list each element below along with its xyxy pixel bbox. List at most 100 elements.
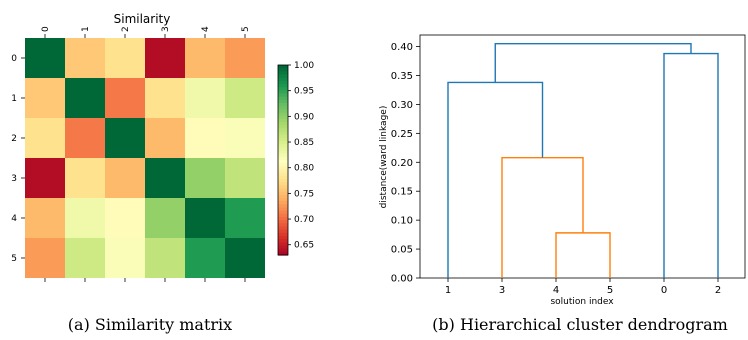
colorbar-outline bbox=[277, 64, 289, 256]
colorbar-tick-label: 0.65 bbox=[294, 241, 314, 251]
dendrogram-ytick-label: 0.15 bbox=[391, 187, 413, 198]
heatmap-col-label: 2 bbox=[121, 26, 131, 32]
heatmap-row-label: 1 bbox=[11, 94, 17, 104]
colorbar-tick-label: 0.75 bbox=[294, 189, 314, 199]
colorbar-tick-label: 0.80 bbox=[294, 164, 314, 174]
heatmap-cell-0-5 bbox=[225, 38, 265, 78]
heatmap-cell-2-3 bbox=[145, 118, 185, 158]
colorbar-strip bbox=[278, 71, 288, 76]
dendrogram-ylabel: distance(ward linkage) bbox=[379, 106, 389, 209]
heatmap-cell-1-1 bbox=[65, 78, 105, 118]
heatmap-cell-0-3 bbox=[145, 38, 185, 78]
similarity-heatmap: Similarity 0 1 2 3 4 5 0 1 2 3 4 5 1.00 0.95 0.90 0.85… bbox=[11, 12, 314, 334]
colorbar: 1.00 0.95 0.90 0.85 0.80 0.75 0.70 0.65 bbox=[277, 61, 314, 256]
colorbar-strip bbox=[278, 198, 288, 202]
heatmap-cell-2-5 bbox=[225, 118, 265, 158]
heatmap-col-label: 1 bbox=[81, 26, 91, 32]
heatmap-cell-5-1 bbox=[65, 238, 105, 278]
heatmap-col-label: 0 bbox=[41, 26, 51, 32]
colorbar-strip bbox=[278, 217, 288, 221]
colorbar-strip bbox=[278, 84, 288, 88]
colorbar-strip bbox=[278, 68, 288, 72]
dendrogram-ytick-label: 0.10 bbox=[391, 216, 413, 227]
heatmap-title: Similarity bbox=[114, 12, 171, 26]
colorbar-strip bbox=[278, 77, 288, 82]
colorbar-strip bbox=[278, 175, 288, 180]
heatmap-row-label: 0 bbox=[11, 54, 17, 64]
colorbar-strip bbox=[278, 109, 288, 114]
colorbar-tick-label: 0.70 bbox=[294, 215, 314, 225]
heatmap-cell-1-2 bbox=[105, 78, 145, 118]
dendrogram-frame bbox=[419, 34, 746, 279]
heatmap-row-label: 3 bbox=[11, 174, 17, 184]
colorbar-strip bbox=[278, 166, 288, 171]
colorbar-strip bbox=[278, 242, 288, 247]
colorbar-strip bbox=[278, 144, 288, 148]
heatmap-cell-0-4 bbox=[185, 38, 225, 78]
dendrogram-ytick-label: 0.40 bbox=[391, 42, 413, 53]
dendrogram-ytick-label: 0.25 bbox=[391, 129, 413, 140]
colorbar-strip bbox=[278, 65, 288, 69]
colorbar-strip bbox=[278, 153, 288, 158]
heatmap-cell-4-5 bbox=[225, 198, 265, 238]
heatmap-cell-5-3 bbox=[145, 238, 185, 278]
dendrogram-link bbox=[663, 52, 719, 278]
colorbar-strip bbox=[278, 207, 288, 212]
dendrogram-leaf-label: 1 bbox=[445, 285, 451, 296]
colorbar-tick-label: 0.95 bbox=[294, 87, 314, 97]
colorbar-strip bbox=[278, 210, 288, 215]
colorbar-strip bbox=[278, 163, 288, 167]
colorbar-strip bbox=[278, 103, 288, 107]
heatmap-cell-3-4 bbox=[185, 158, 225, 198]
colorbar-strip bbox=[278, 150, 288, 155]
heatmap-cell-0-2 bbox=[105, 38, 145, 78]
heatmap-cell-4-3 bbox=[145, 198, 185, 238]
colorbar-strip bbox=[278, 137, 288, 142]
dendrogram-ytick-label: 0.35 bbox=[391, 71, 413, 82]
colorbar-strip bbox=[278, 194, 288, 199]
heatmap-cell-5-2 bbox=[105, 238, 145, 278]
colorbar-strip bbox=[278, 93, 288, 98]
dendrogram-leaf-label: 0 bbox=[661, 285, 667, 296]
heatmap-cell-5-4 bbox=[185, 238, 225, 278]
dendrogram-ytick-label: 0.05 bbox=[391, 245, 413, 256]
heatmap-cell-0-1 bbox=[65, 38, 105, 78]
colorbar-strip bbox=[278, 125, 288, 129]
colorbar-strip bbox=[278, 201, 288, 205]
colorbar-strip bbox=[278, 236, 288, 240]
heatmap-cell-2-1 bbox=[65, 118, 105, 158]
heatmap-cell-1-3 bbox=[145, 78, 185, 118]
heatmap-cell-3-0 bbox=[25, 158, 65, 198]
dendrogram-ytick-label: 0.30 bbox=[391, 100, 413, 111]
dendrogram-link bbox=[501, 156, 584, 278]
colorbar-strip bbox=[278, 106, 288, 110]
heatmap-cell-1-5 bbox=[225, 78, 265, 118]
colorbar-strip bbox=[278, 172, 288, 177]
colorbar-strip bbox=[278, 223, 288, 228]
colorbar-strip bbox=[278, 134, 288, 139]
heatmap-cell-3-2 bbox=[105, 158, 145, 198]
colorbar-strip bbox=[278, 99, 288, 104]
colorbar-strip bbox=[278, 131, 288, 136]
heatmap-cells bbox=[25, 38, 265, 278]
colorbar-strip bbox=[278, 87, 288, 91]
colorbar-strip bbox=[278, 74, 288, 79]
colorbar-strip bbox=[278, 128, 288, 133]
dendrogram-link bbox=[494, 42, 692, 83]
heatmap-cell-3-5 bbox=[225, 158, 265, 198]
colorbar-strip bbox=[278, 229, 288, 234]
colorbar-strip bbox=[278, 182, 288, 186]
heatmap-cell-4-4 bbox=[185, 198, 225, 238]
colorbar-strip bbox=[278, 245, 288, 250]
colorbar-strip bbox=[278, 213, 288, 218]
heatmap-cell-4-1 bbox=[65, 198, 105, 238]
heatmap-cell-5-5 bbox=[225, 238, 265, 278]
colorbar-strip bbox=[278, 80, 288, 85]
dendrogram-ytick-label: 0.20 bbox=[391, 158, 413, 169]
heatmap-row-label: 2 bbox=[11, 134, 17, 144]
dendrogram-leaf-label: 3 bbox=[499, 285, 505, 296]
colorbar-strip bbox=[278, 160, 288, 164]
heatmap-row-label: 5 bbox=[11, 254, 17, 264]
colorbar-strip bbox=[278, 239, 288, 243]
